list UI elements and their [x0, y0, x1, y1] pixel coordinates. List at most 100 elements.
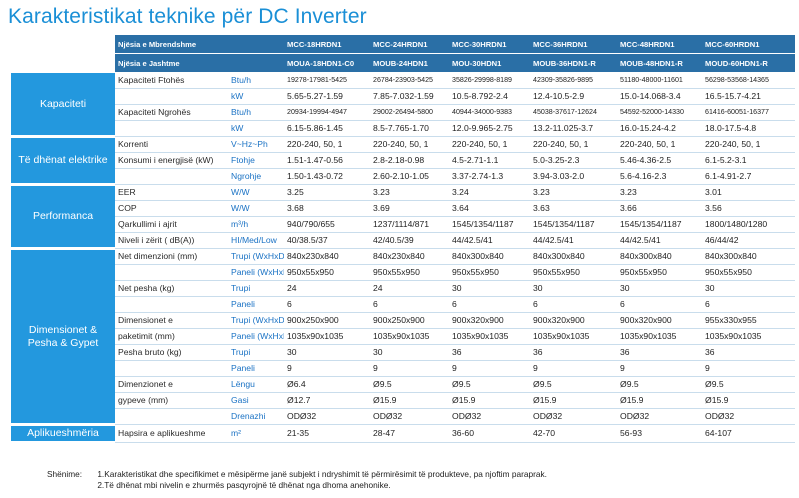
- row-label: Qarkullimi i ajrit: [115, 216, 228, 233]
- spec-value: 3.56: [702, 200, 796, 217]
- section-dimensions: Dimensionet & Pesha & Gypet: [11, 248, 115, 426]
- row-unit: Ngrohje: [228, 168, 285, 185]
- spec-value: 40944-34000-9383: [449, 104, 531, 121]
- spec-value: ODØ32: [617, 408, 703, 425]
- spec-value: 840x230x840: [284, 248, 371, 265]
- spec-row-gross-panel: Paneli 9 9 9 9 9 9: [11, 360, 796, 377]
- spec-value: 3.66: [617, 200, 703, 217]
- footnote-1-text: 1.Karakteristikat dhe specifikimet e mës…: [97, 469, 547, 479]
- spec-value: Ø15.9: [370, 392, 450, 409]
- spec-value: 29002-26494-5800: [370, 104, 450, 121]
- spec-value: ODØ32: [702, 408, 796, 425]
- spec-row-net-w-body: Net pesha (kg) Trupi 24 24 30 30 30 30: [11, 280, 796, 297]
- spec-value: Ø12.7: [284, 392, 371, 409]
- spec-value: 950x55x950: [617, 264, 703, 281]
- spec-value: 30: [617, 280, 703, 297]
- spec-value: 42309-35826-9895: [530, 72, 618, 89]
- spec-value: 56298-53568-14365: [702, 72, 796, 89]
- spec-value: 9: [284, 360, 371, 377]
- spec-value: ODØ32: [370, 408, 450, 425]
- spec-value: 1035x90x1035: [284, 328, 371, 345]
- spec-row-eer: Performanca EER W/W 3.25 3.23 3.24 3.23 3.23 3.0…: [11, 184, 796, 250]
- spec-value: 54592-52000-14330: [617, 104, 703, 121]
- row-label: Net pesha (kg): [115, 280, 228, 297]
- spec-value: ODØ32: [449, 408, 531, 425]
- outdoor-model: MOUA-18HDN1-C0: [284, 53, 371, 73]
- spec-value: 1.50-1.43-0.72: [284, 168, 371, 185]
- spec-value: 40/38.5/37: [284, 232, 371, 249]
- row-label: Korrenti: [115, 136, 228, 153]
- spec-row-cool-btu: Kapaciteti Kapaciteti Ftohës Btu/h 19278-17…: [11, 72, 796, 138]
- row-label: COP: [115, 200, 228, 217]
- spec-row-noise: Niveli i zërit ( dB(A)) HI/Med/Low 40/38.5…: [11, 232, 796, 249]
- spec-value: 3.68: [284, 200, 371, 217]
- spec-value: 21-35: [284, 424, 371, 443]
- spec-value: 1035x90x1035: [702, 328, 796, 345]
- spec-value: 6.1-5.2-3.1: [702, 152, 796, 169]
- spec-value: 900x250x900: [284, 312, 371, 329]
- spec-value: Ø9.5: [702, 376, 796, 393]
- spec-value: 3.64: [449, 200, 531, 217]
- spec-value: 3.23: [530, 184, 618, 201]
- spec-value: 6.1-4.91-2.7: [702, 168, 796, 185]
- spec-value: 3.25: [284, 184, 371, 201]
- outdoor-model: MOU-30HDN1: [449, 53, 531, 73]
- spec-value: 9: [617, 360, 703, 377]
- row-unit: Paneli (WxHxD): [228, 328, 285, 345]
- spec-value: 6: [449, 296, 531, 313]
- row-label: EER: [115, 184, 228, 201]
- spec-value: 1035x90x1035: [617, 328, 703, 345]
- spec-value: 2.8-2.18-0.98: [370, 152, 450, 169]
- spec-value: 5.0-3.25-2.3: [530, 152, 618, 169]
- spec-value: 1035x90x1035: [370, 328, 450, 345]
- spec-row-cop: COP W/W 3.68 3.69 3.64 3.63 3.66 3.56: [11, 200, 796, 217]
- indoor-model: MCC-30HRDN1: [449, 35, 531, 54]
- header-spacer: [11, 35, 115, 54]
- row-unit: W/W: [228, 184, 285, 201]
- row-label: [115, 88, 228, 105]
- header-spacer: [11, 53, 115, 73]
- row-label: Net dimenzioni (mm): [115, 248, 228, 265]
- row-label: [115, 168, 228, 185]
- spec-value: Ø15.9: [449, 392, 531, 409]
- spec-value: 51180-48000-11601: [617, 72, 703, 89]
- spec-row-room-area: Aplikueshmëria Hapsira e aplikueshme m² 21-…: [11, 424, 796, 444]
- outdoor-model: MOUD-60HDN1-R: [702, 53, 796, 73]
- spec-value: ODØ32: [284, 408, 371, 425]
- row-unit: Trupi: [228, 344, 285, 361]
- spec-value: 3.24: [449, 184, 531, 201]
- row-unit: W/W: [228, 200, 285, 217]
- spec-value: 30: [449, 280, 531, 297]
- spec-row-heat-btu: Kapaciteti Ngrohës Btu/h 20934-19994-4947 2…: [11, 104, 796, 121]
- footnote-heading: Shënime:: [47, 469, 83, 479]
- row-unit: Paneli: [228, 360, 285, 377]
- spec-value: 950x55x950: [370, 264, 450, 281]
- row-unit: HI/Med/Low: [228, 232, 285, 249]
- spec-row-gross-body: Pesha bruto (kg) Trupi 30 30 36 36 36 36: [11, 344, 796, 361]
- spec-value: 44/42.5/41: [449, 232, 531, 249]
- spec-value: 42/40.5/39: [370, 232, 450, 249]
- row-label: [115, 120, 228, 137]
- spec-value: Ø9.5: [530, 376, 618, 393]
- spec-value: 9: [702, 360, 796, 377]
- footnote-2: 2.Të dhënat mbi nivelin e zhurmës pasqyr…: [11, 480, 547, 491]
- row-label: [115, 264, 228, 281]
- row-label: [115, 296, 228, 313]
- indoor-model: MCC-18HRDN1: [284, 35, 371, 54]
- spec-value: 900x250x900: [370, 312, 450, 329]
- row-label: [115, 360, 228, 377]
- spec-value: 35826-29998-8189: [449, 72, 531, 89]
- row-unit: Drenazhi: [228, 408, 285, 425]
- section-electrical: Të dhënat elektrike: [11, 136, 115, 186]
- spec-value: 840x300x840: [702, 248, 796, 265]
- section-capacity: Kapaciteti: [11, 72, 115, 138]
- spec-row-net-w-panel: Paneli 6 6 6 6 6 6: [11, 296, 796, 313]
- spec-row-pack-dim-panel: paketimit (mm)Paneli (WxHxD)1035x90x1035…: [11, 328, 796, 345]
- indoor-model: MCC-48HRDN1: [617, 35, 703, 54]
- spec-value: Ø9.5: [617, 376, 703, 393]
- row-unit: m³/h: [228, 216, 285, 233]
- outdoor-model: MOUB-48HDN1-R: [617, 53, 703, 73]
- spec-value: 46/44/42: [702, 232, 796, 249]
- spec-value: 30: [530, 280, 618, 297]
- spec-value: 16.5-15.7-4.21: [702, 88, 796, 105]
